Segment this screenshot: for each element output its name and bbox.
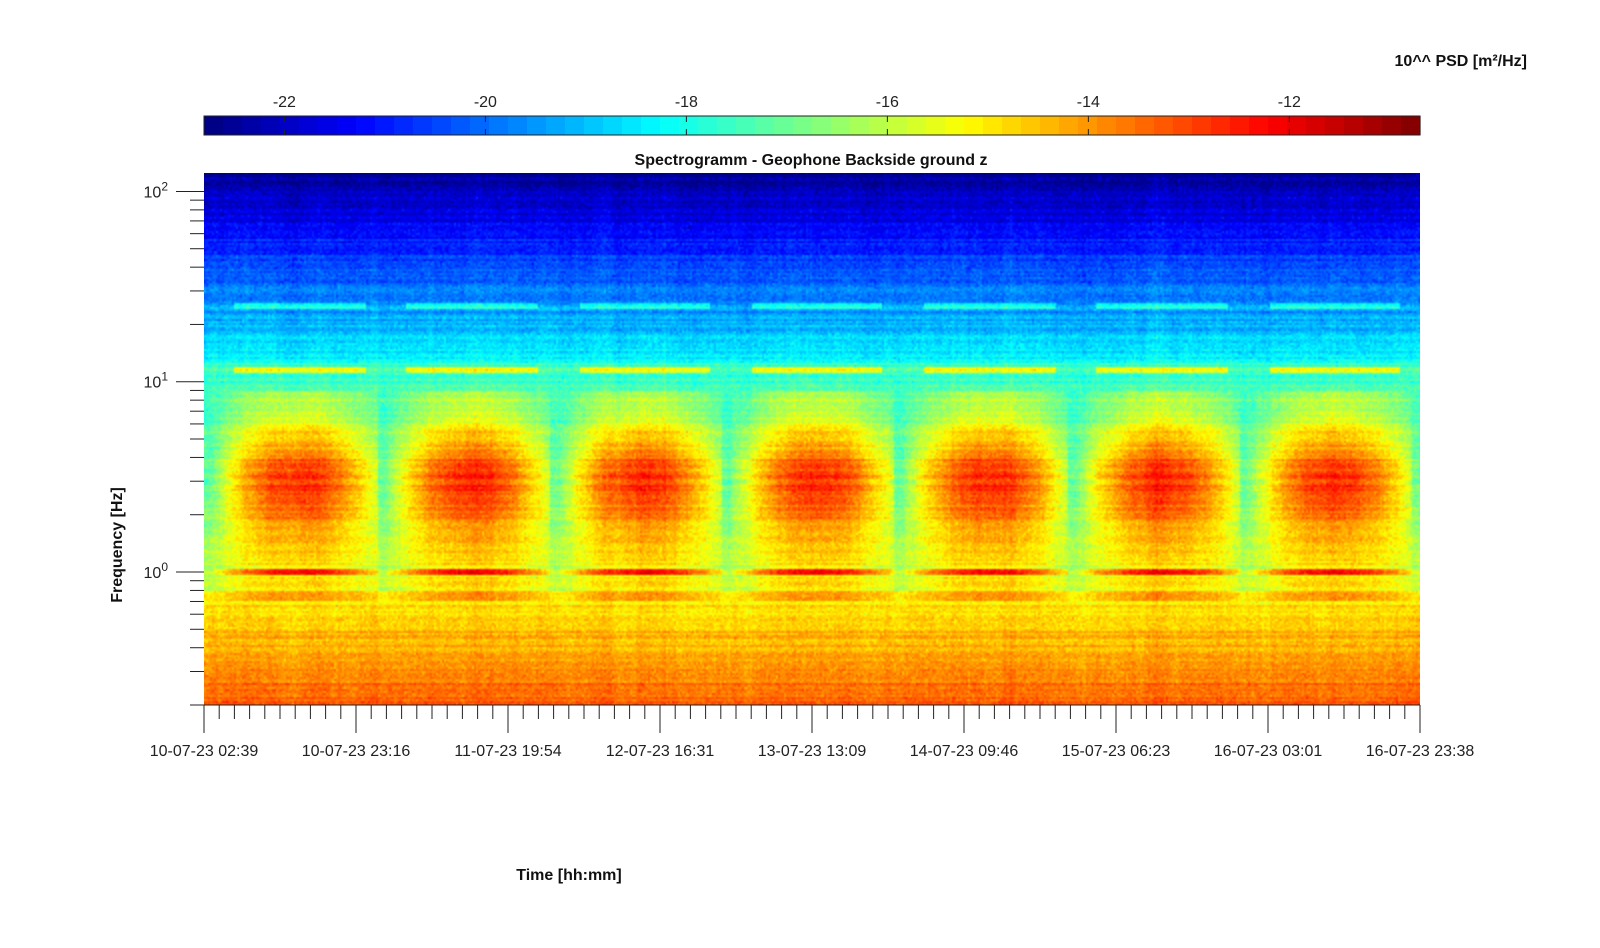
colorbar-segment xyxy=(375,116,395,135)
colorbar-segment xyxy=(1306,116,1326,135)
colorbar-segment xyxy=(869,116,889,135)
colorbar-segment xyxy=(907,116,927,135)
colorbar-segment xyxy=(1021,116,1041,135)
colorbar-segment xyxy=(394,116,414,135)
colorbar-segment xyxy=(603,116,623,135)
y-tick-base: 10 xyxy=(144,565,162,582)
colorbar-segment xyxy=(1135,116,1155,135)
colorbar-segment xyxy=(926,116,946,135)
y-tick-label: 102 xyxy=(144,179,169,201)
colorbar-segment xyxy=(1154,116,1174,135)
colorbar-segment xyxy=(774,116,794,135)
x-axis-label: Time [hh:mm] xyxy=(516,867,621,884)
colorbar-tick-label: -22 xyxy=(273,94,296,111)
colorbar-segment xyxy=(1059,116,1079,135)
colorbar-segment xyxy=(1002,116,1022,135)
colorbar-segment xyxy=(489,116,509,135)
colorbar-segment xyxy=(679,116,699,135)
colorbar-segment xyxy=(1268,116,1288,135)
colorbar-segment xyxy=(1287,116,1307,135)
colorbar-segment xyxy=(204,116,224,135)
x-tick-label: 16-07-23 03:01 xyxy=(1214,743,1323,760)
colorbar-segment xyxy=(812,116,832,135)
colorbar-segment xyxy=(717,116,737,135)
x-tick-label: 11-07-23 19:54 xyxy=(454,743,561,760)
colorbar-segment xyxy=(622,116,642,135)
colorbar-segment xyxy=(1173,116,1193,135)
colorbar-segment xyxy=(736,116,756,135)
chart-title: Spectrogramm - Geophone Backside ground … xyxy=(635,152,988,169)
colorbar-segment xyxy=(1211,116,1231,135)
colorbar-segment xyxy=(470,116,490,135)
x-tick-label: 14-07-23 09:46 xyxy=(910,743,1019,760)
colorbar-segment xyxy=(983,116,1003,135)
colorbar-segment xyxy=(1325,116,1345,135)
y-tick-base: 10 xyxy=(144,184,162,201)
x-tick-label: 15-07-23 06:23 xyxy=(1062,743,1171,760)
colorbar-segment xyxy=(964,116,984,135)
colorbar-tick-label: -12 xyxy=(1278,94,1301,111)
y-tick-label: 100 xyxy=(144,560,169,582)
x-tick-label: 10-07-23 23:16 xyxy=(302,743,411,760)
colorbar-segment xyxy=(318,116,338,135)
colorbar-tick-label: -20 xyxy=(474,94,497,111)
colorbar-tick-label: -18 xyxy=(675,94,698,111)
colorbar-segment xyxy=(356,116,376,135)
colorbar-segment xyxy=(242,116,262,135)
axes: 10-07-23 02:39 10-07-23 23:16 11-07-23 19:… xyxy=(144,179,1475,760)
colorbar-segment xyxy=(660,116,680,135)
colorbar-segment xyxy=(1116,116,1136,135)
colorbar-segment xyxy=(413,116,433,135)
colorbar-segment xyxy=(698,116,718,135)
colorbar-segment xyxy=(793,116,813,135)
x-tick-label: 10-07-23 02:39 xyxy=(150,743,259,760)
y-tick-label: 101 xyxy=(144,370,169,392)
colorbar-segment xyxy=(1230,116,1250,135)
colorbar-tick-label: -16 xyxy=(876,94,899,111)
colorbar-segment xyxy=(850,116,870,135)
y-tick-base: 10 xyxy=(144,375,162,392)
y-axis-label: Frequency [Hz] xyxy=(109,487,126,603)
y-tick-exponent: 1 xyxy=(161,370,168,384)
colorbar-segment xyxy=(831,116,851,135)
colorbar-segment xyxy=(1097,116,1117,135)
colorbar-segment xyxy=(1249,116,1269,135)
colorbar-segment xyxy=(527,116,547,135)
colorbar-segment xyxy=(1040,116,1060,135)
colorbar-segment xyxy=(1401,116,1421,135)
colorbar-segment xyxy=(565,116,585,135)
colorbar-segment xyxy=(546,116,566,135)
colorbar-segment xyxy=(337,116,357,135)
spectrogram-image xyxy=(204,173,1420,705)
spectrogram-plot-area xyxy=(204,173,1420,705)
colorbar-frame xyxy=(203,115,1421,136)
colorbar-segment xyxy=(1382,116,1402,135)
y-tick-exponent: 0 xyxy=(161,560,168,574)
colorbar-segment xyxy=(888,116,908,135)
colorbar-segment xyxy=(299,116,319,135)
colorbar-segment xyxy=(1078,116,1098,135)
colorbar: -22 -20 -18 -16 -14 -12 xyxy=(203,94,1421,136)
colorbar-segment xyxy=(223,116,243,135)
colorbar-segment xyxy=(261,116,281,135)
colorbar-segment xyxy=(451,116,471,135)
colorbar-segment xyxy=(1344,116,1364,135)
x-tick-label: 12-07-23 16:31 xyxy=(606,743,715,760)
y-tick-exponent: 2 xyxy=(161,179,168,193)
colorbar-label: 10^^ PSD [m²/Hz] xyxy=(1395,53,1527,70)
colorbar-segment xyxy=(945,116,965,135)
colorbar-segment xyxy=(755,116,775,135)
colorbar-segment xyxy=(508,116,528,135)
x-tick-label: 16-07-23 23:38 xyxy=(1366,743,1475,760)
colorbar-segment xyxy=(432,116,452,135)
colorbar-segment xyxy=(584,116,604,135)
colorbar-tick-label: -14 xyxy=(1077,94,1100,111)
x-tick-label: 13-07-23 13:09 xyxy=(758,743,867,760)
colorbar-segment xyxy=(641,116,661,135)
colorbar-segment xyxy=(1192,116,1212,135)
colorbar-segment xyxy=(280,116,300,135)
colorbar-segment xyxy=(1363,116,1383,135)
